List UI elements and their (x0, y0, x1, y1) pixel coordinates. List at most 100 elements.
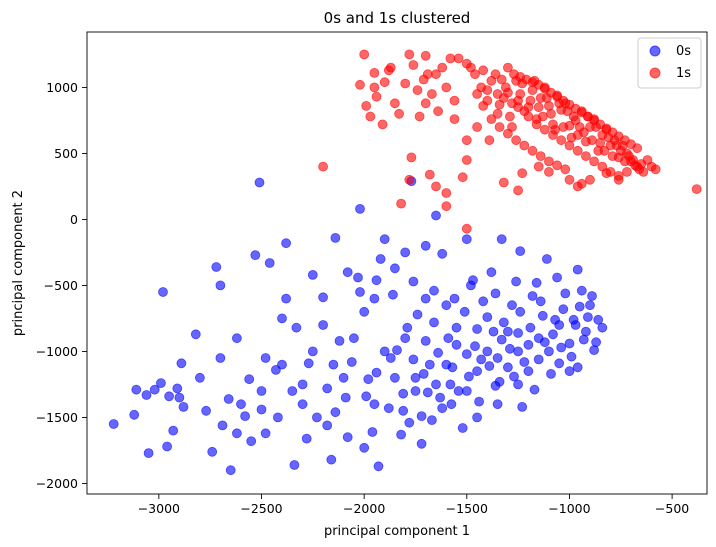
y-tick-label: 500 (54, 146, 78, 161)
point-0s-15 (201, 405, 212, 416)
point-0s-100 (371, 367, 382, 378)
point-0s-158 (482, 346, 493, 357)
point-0s-41 (334, 335, 345, 346)
point-0s-73 (496, 334, 507, 345)
point-0s-168 (297, 399, 308, 410)
point-0s-165 (554, 320, 565, 330)
point-1s-24 (453, 53, 464, 64)
point-1s-181 (449, 95, 460, 106)
point-0s-58 (420, 335, 431, 346)
point-0s-94 (597, 322, 608, 333)
point-1s-175 (622, 166, 632, 177)
point-0s-187 (408, 276, 419, 287)
point-0s-24 (250, 250, 261, 261)
point-0s-98 (330, 407, 341, 418)
x-tick-label: −2000 (343, 501, 385, 516)
point-0s-111 (443, 333, 454, 344)
point-0s-126 (519, 357, 530, 367)
point-0s-161 (513, 346, 523, 357)
point-1s-146 (486, 114, 497, 124)
point-1s-94 (595, 137, 606, 148)
point-1s-77 (525, 95, 536, 106)
point-0s-206 (231, 333, 242, 344)
point-0s-188 (429, 285, 439, 296)
point-0s-167 (328, 359, 339, 370)
point-1s-161 (431, 181, 441, 192)
point-1s-2 (359, 49, 370, 60)
point-0s-137 (574, 301, 585, 312)
point-0s-107 (422, 387, 433, 398)
point-1s-179 (691, 184, 702, 195)
point-1s-97 (607, 151, 618, 162)
point-0s-147 (379, 346, 390, 357)
point-1s-18 (422, 69, 433, 80)
point-1s-153 (544, 156, 554, 167)
point-1s-80 (537, 111, 548, 122)
point-0s-1 (129, 409, 140, 420)
x-axis-ticks: −3000 −2500 −2000 −1500 −1000 −500 (138, 494, 689, 516)
point-0s-136 (570, 320, 581, 330)
point-0s-103 (398, 388, 409, 399)
point-0s-208 (174, 392, 185, 403)
point-0s-195 (572, 264, 583, 275)
point-1s-22 (445, 53, 456, 64)
point-0s-82 (542, 254, 552, 264)
point-0s-29 (270, 364, 281, 375)
point-1s-6 (371, 91, 382, 102)
point-0s-110 (437, 403, 448, 414)
legend-label-1s: 1s (676, 66, 691, 81)
point-0s-153 (420, 293, 431, 304)
point-0s-75 (507, 300, 517, 311)
points-layer (108, 49, 702, 476)
point-0s-140 (587, 291, 597, 301)
point-1s-188 (420, 98, 431, 109)
point-1s-67 (472, 122, 483, 132)
point-1s-105 (502, 62, 513, 73)
point-0s-155 (451, 339, 462, 350)
point-0s-202 (375, 254, 386, 264)
point-0s-2 (131, 384, 142, 395)
point-1s-140 (589, 156, 599, 167)
point-1s-95 (599, 145, 610, 156)
point-0s-163 (533, 333, 544, 344)
point-0s-181 (398, 405, 409, 416)
point-0s-191 (490, 288, 501, 299)
point-0s-77 (517, 401, 528, 412)
point-0s-129 (535, 296, 546, 307)
point-0s-152 (410, 386, 421, 396)
point-0s-66 (461, 349, 472, 360)
point-0s-74 (502, 362, 513, 373)
point-1s-32 (496, 74, 507, 85)
point-0s-149 (400, 333, 411, 344)
point-0s-196 (496, 234, 507, 245)
point-0s-124 (509, 371, 519, 382)
point-0s-51 (385, 353, 396, 363)
y-tick-label: −1000 (36, 344, 78, 359)
point-1s-15 (414, 111, 425, 122)
point-0s-69 (476, 354, 487, 365)
point-1s-31 (492, 108, 503, 119)
point-1s-137 (564, 140, 575, 151)
point-0s-102 (392, 345, 402, 356)
point-0s-21 (225, 465, 236, 476)
point-0s-199 (400, 247, 411, 258)
point-0s-154 (441, 359, 452, 370)
point-0s-96 (272, 412, 283, 423)
point-0s-85 (558, 304, 569, 315)
point-0s-16 (207, 446, 218, 457)
point-1s-148 (502, 128, 513, 139)
point-0s-101 (383, 403, 394, 414)
point-0s-35 (303, 358, 314, 369)
point-1s-85 (558, 122, 569, 132)
point-1s-154 (552, 160, 562, 171)
point-1s-158 (457, 172, 468, 183)
legend-box (637, 37, 702, 89)
point-0s-157 (472, 366, 483, 377)
point-0s-180 (426, 415, 437, 426)
point-0s-10 (172, 383, 183, 394)
point-1s-183 (433, 106, 444, 117)
point-1s-151 (527, 145, 538, 156)
y-tick-label: 1000 (46, 80, 78, 95)
point-1s-69 (484, 135, 495, 146)
point-1s-9 (385, 62, 396, 73)
